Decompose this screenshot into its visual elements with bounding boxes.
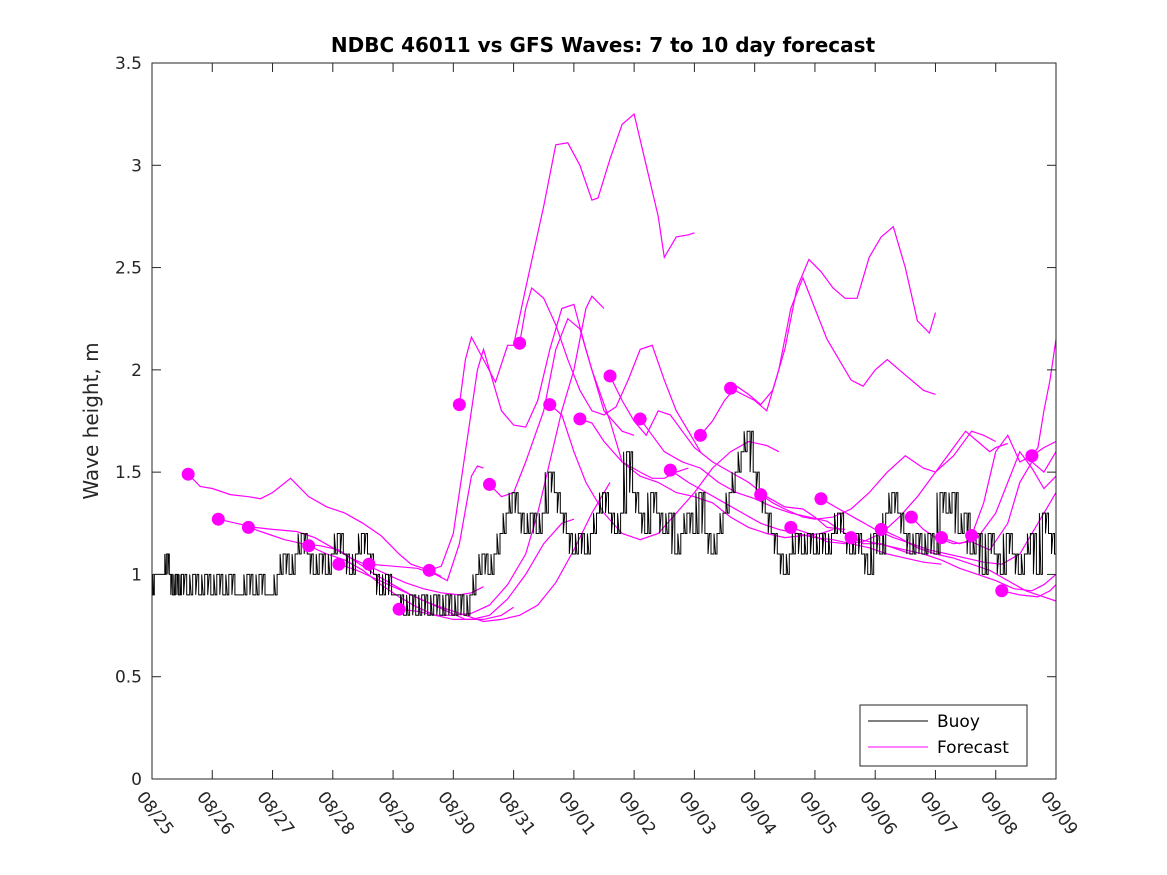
- forecast-line: [218, 518, 484, 596]
- buoy-line: [152, 430, 1056, 616]
- forecast-line: [458, 113, 695, 405]
- forecast-line: [609, 375, 846, 530]
- forecast-line: [669, 469, 942, 565]
- axes-background: [152, 63, 1056, 779]
- forecast-line: [971, 434, 1057, 536]
- y-axis: 0 0.5 1 1.5 2 2.5 3 3.5: [115, 54, 1056, 790]
- y-tick-label: 0: [131, 770, 142, 790]
- forecast-marker: [965, 529, 979, 543]
- forecast-marker: [573, 412, 587, 426]
- y-tick-label: 3: [131, 156, 142, 176]
- forecast-line: [308, 518, 575, 621]
- y-tick-label: 1: [131, 565, 142, 585]
- forecast-marker: [784, 520, 798, 534]
- forecast-marker: [211, 512, 225, 526]
- forecast-marker: [362, 557, 376, 571]
- forecast-marker: [302, 539, 316, 553]
- forecast-line: [880, 528, 1057, 602]
- forecast-marker: [814, 492, 828, 506]
- legend-box: [859, 704, 1028, 767]
- forecast-line: [489, 317, 689, 498]
- forecast-marker: [663, 463, 677, 477]
- forecast-marker: [452, 398, 466, 412]
- forecast-line: [910, 451, 1057, 551]
- forecast-marker: [603, 369, 617, 383]
- y-tick-label: 1.5: [115, 463, 142, 483]
- forecast-marker: [332, 557, 346, 571]
- forecast-lines: [187, 113, 1057, 623]
- forecast-line: [1031, 339, 1057, 457]
- y-tick-label: 2: [131, 361, 142, 381]
- forecast-marker: [633, 412, 647, 426]
- buoy-line-group: [152, 430, 1056, 616]
- forecast-line: [790, 430, 1008, 545]
- plot-area: 00.511.522.533.5 08/25 08/26 08/27 08/28 08/…: [115, 54, 1082, 839]
- forecast-line: [760, 430, 996, 520]
- forecast-line: [699, 225, 937, 436]
- legend: Buoy Forecast: [859, 704, 1028, 767]
- forecast-marker: [874, 522, 888, 536]
- legend-label-forecast: Forecast: [937, 738, 1009, 758]
- chart-title: NDBC 46011 vs GFS Waves: 7 to 10 day for…: [331, 33, 876, 57]
- forecast-line: [338, 482, 611, 623]
- forecast-line: [549, 404, 780, 541]
- forecast-line: [248, 526, 514, 621]
- forecast-line: [519, 286, 701, 453]
- forecast-line: [187, 473, 442, 578]
- forecast-markers: [181, 336, 1039, 616]
- forecast-marker: [754, 488, 768, 502]
- forecast-line: [639, 418, 912, 555]
- y-tick-label: 3.5: [115, 54, 142, 74]
- forecast-marker: [482, 477, 496, 491]
- forecast-line: [368, 465, 484, 582]
- forecast-line: [850, 537, 1057, 592]
- y-tick-label: 2.5: [115, 259, 142, 279]
- forecast-line: [730, 276, 936, 412]
- forecast-marker: [392, 602, 406, 616]
- forecast-line: [941, 450, 1057, 545]
- forecast-marker: [241, 520, 255, 534]
- forecast-marker: [1025, 449, 1039, 463]
- forecast-marker: [934, 531, 948, 545]
- y-tick-label: 0.5: [115, 668, 142, 688]
- forecast-line: [1001, 584, 1057, 598]
- forecast-marker: [904, 510, 918, 524]
- forecast-marker: [513, 336, 527, 350]
- axes-box: [151, 62, 1057, 780]
- forecast-marker: [693, 428, 707, 442]
- forecast-marker: [724, 381, 738, 395]
- legend-label-buoy: Buoy: [937, 712, 980, 732]
- forecast-marker: [844, 531, 858, 545]
- forecast-marker: [181, 467, 195, 481]
- forecast-marker: [543, 398, 557, 412]
- forecast-marker: [422, 563, 436, 577]
- y-axis-label: Wave height, m: [79, 342, 103, 499]
- forecast-marker: [995, 584, 1009, 598]
